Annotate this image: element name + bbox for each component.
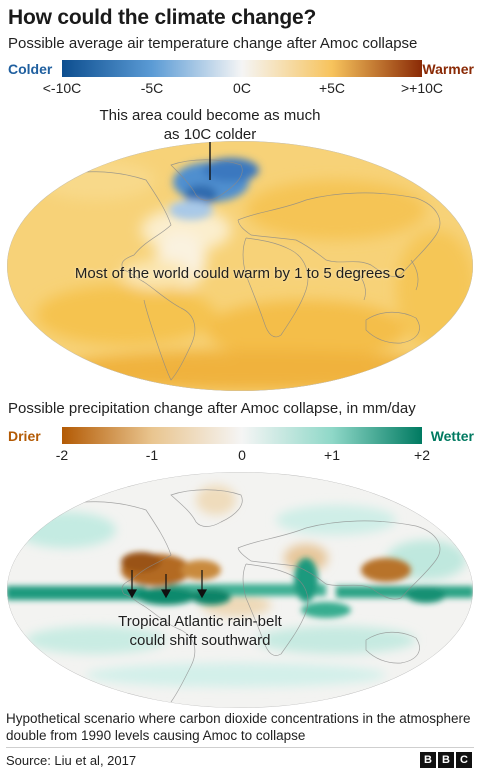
cold-area-annotation: This area could become as much as 10C co…: [99, 107, 321, 143]
temperature-color-scale: [62, 60, 422, 77]
logo-letter: B: [420, 752, 436, 768]
precipitation-color-scale: [62, 427, 422, 444]
logo-letter: C: [456, 752, 472, 768]
precipitation-legend: Drier Wetter: [8, 427, 474, 447]
wetter-label: Wetter: [430, 428, 474, 444]
precipitation-subtitle: Possible precipitation change after Amoc…: [8, 400, 416, 417]
colder-label: Colder: [8, 61, 53, 77]
rain-belt-annotation: Tropical Atlantic rain-belt could shift …: [118, 613, 282, 649]
precip-tick: -1: [145, 447, 159, 463]
precipitation-ticks: -2 -1 0 +1 +2: [56, 447, 430, 467]
temp-tick: >+10C: [400, 80, 444, 96]
precip-tick: -2: [55, 447, 69, 463]
temp-tick: -5C: [140, 80, 164, 96]
logo-letter: B: [438, 752, 454, 768]
precipitation-map: [7, 472, 473, 708]
shift-arrows: [126, 570, 208, 599]
temperature-subtitle: Possible average air temperature change …: [8, 35, 418, 52]
footnote: Hypothetical scenario where carbon dioxi…: [6, 711, 471, 743]
warming-annotation: Most of the world could warm by 1 to 5 d…: [74, 265, 406, 282]
temperature-map: [7, 141, 473, 391]
temperature-ticks: <-10C -5C 0C +5C >+10C: [43, 80, 443, 100]
drier-label: Drier: [8, 428, 41, 444]
temp-tick: 0C: [233, 80, 251, 96]
precip-tick: +1: [324, 447, 340, 463]
bbc-logo: B B C: [420, 752, 472, 768]
page-title: How could the climate change?: [8, 6, 317, 29]
precip-tick: +2: [414, 447, 430, 463]
precip-tick: 0: [238, 447, 246, 463]
temp-tick: <-10C: [42, 80, 82, 96]
warmer-label: Warmer: [422, 61, 474, 77]
source: Source: Liu et al, 2017: [6, 753, 137, 768]
temperature-legend: Colder Warmer: [8, 60, 474, 80]
temp-tick: +5C: [318, 80, 346, 96]
divider: [6, 747, 474, 748]
